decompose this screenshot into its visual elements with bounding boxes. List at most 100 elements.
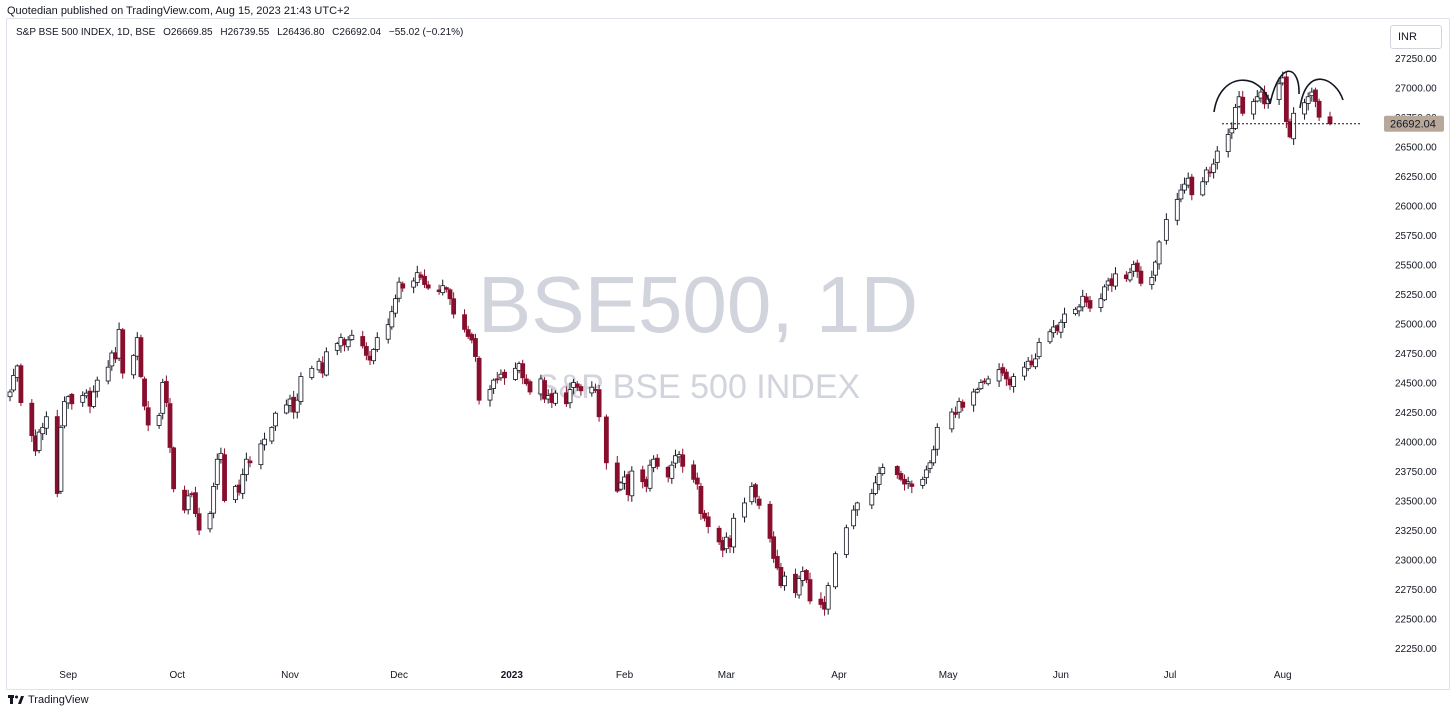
candle	[283, 399, 289, 415]
x-tick-label: Jul	[1164, 670, 1177, 681]
candle-body	[520, 363, 526, 379]
candle-body	[1102, 286, 1107, 301]
candle-body	[1251, 101, 1257, 115]
candle-body	[447, 289, 453, 300]
candle	[411, 277, 417, 294]
y-tick-label: 25750.00	[1395, 231, 1437, 242]
candle	[11, 368, 17, 393]
candle	[694, 472, 700, 490]
candle-body	[163, 381, 169, 403]
candle-body	[349, 334, 355, 340]
candle-body	[193, 492, 198, 514]
candle	[1240, 90, 1246, 116]
candle-body	[978, 382, 984, 390]
candle	[29, 399, 35, 442]
candle	[1316, 98, 1322, 121]
candle	[876, 466, 882, 491]
candle	[502, 369, 507, 385]
change-value: −55.02 (−0.21%)	[388, 27, 464, 38]
candle-body	[698, 485, 704, 514]
candle	[447, 288, 453, 306]
candle	[927, 459, 933, 474]
candle	[618, 481, 624, 492]
candle	[269, 426, 275, 445]
head-shoulders-left-arc	[1213, 79, 1271, 113]
watermark-name: S&P BSE 500 INDEX	[536, 368, 860, 406]
candle	[163, 375, 169, 408]
currency-button[interactable]: INR	[1390, 25, 1442, 49]
candle-body	[971, 391, 977, 406]
candle-body	[1302, 102, 1307, 115]
candle-body	[1316, 100, 1322, 118]
candle	[1098, 293, 1104, 313]
candle	[596, 384, 602, 422]
candle-body	[818, 598, 824, 605]
candle-body	[309, 367, 315, 378]
candle-body	[702, 512, 707, 519]
candle-body	[1134, 262, 1140, 272]
candle-body	[1283, 76, 1289, 122]
candle-body	[273, 412, 278, 427]
candle-body	[767, 503, 773, 539]
candle	[145, 401, 151, 432]
candle	[934, 423, 940, 456]
candle-body	[207, 513, 213, 530]
candle	[1083, 293, 1089, 308]
candle-body	[673, 455, 678, 464]
candle	[294, 393, 300, 419]
candle-body	[240, 474, 246, 494]
candle-body	[1214, 150, 1220, 163]
candle-body	[869, 493, 875, 506]
annotations	[1213, 70, 1360, 125]
x-tick-label: Nov	[281, 670, 299, 681]
candle-body	[443, 287, 449, 290]
candle-body	[247, 460, 253, 464]
candle	[214, 453, 220, 490]
candle-body	[567, 389, 573, 404]
candle	[1182, 177, 1187, 194]
candle-body	[985, 378, 991, 385]
candle-body	[1083, 296, 1089, 303]
candle	[705, 512, 711, 534]
candle	[931, 445, 937, 466]
candle-body	[1305, 96, 1311, 104]
x-tick-label: Sep	[59, 670, 77, 681]
candle-body	[58, 426, 64, 492]
candle-body	[323, 351, 329, 376]
candle	[345, 336, 351, 351]
candle-body	[974, 389, 980, 393]
candle	[1200, 177, 1206, 197]
candle-body	[1036, 341, 1042, 358]
candle	[1033, 353, 1038, 370]
candle	[873, 475, 878, 496]
candle	[1127, 267, 1133, 283]
candle	[996, 363, 1002, 387]
candle	[1214, 146, 1220, 170]
candle	[1149, 270, 1155, 290]
candle-body	[1174, 199, 1180, 221]
candle	[1276, 77, 1282, 106]
candle-body	[1022, 366, 1027, 377]
candle	[462, 309, 467, 333]
candle-body	[1003, 371, 1009, 380]
candle	[553, 390, 558, 406]
candle-body	[393, 298, 398, 314]
candle	[7, 389, 13, 402]
candle	[1036, 337, 1042, 360]
candle	[1153, 260, 1158, 282]
candle	[334, 341, 340, 356]
candle	[400, 281, 406, 292]
candle-body	[502, 371, 507, 379]
last-price-label: 26692.04	[1390, 119, 1436, 131]
candle	[567, 382, 573, 409]
candle	[669, 461, 675, 484]
y-tick-label: 27000.00	[1395, 83, 1437, 94]
candle	[273, 411, 278, 431]
candle-body	[843, 527, 849, 555]
candle	[1313, 87, 1318, 108]
candle	[371, 348, 377, 365]
candle-body	[996, 369, 1002, 382]
candle-body	[894, 466, 900, 476]
candle	[1174, 192, 1180, 226]
